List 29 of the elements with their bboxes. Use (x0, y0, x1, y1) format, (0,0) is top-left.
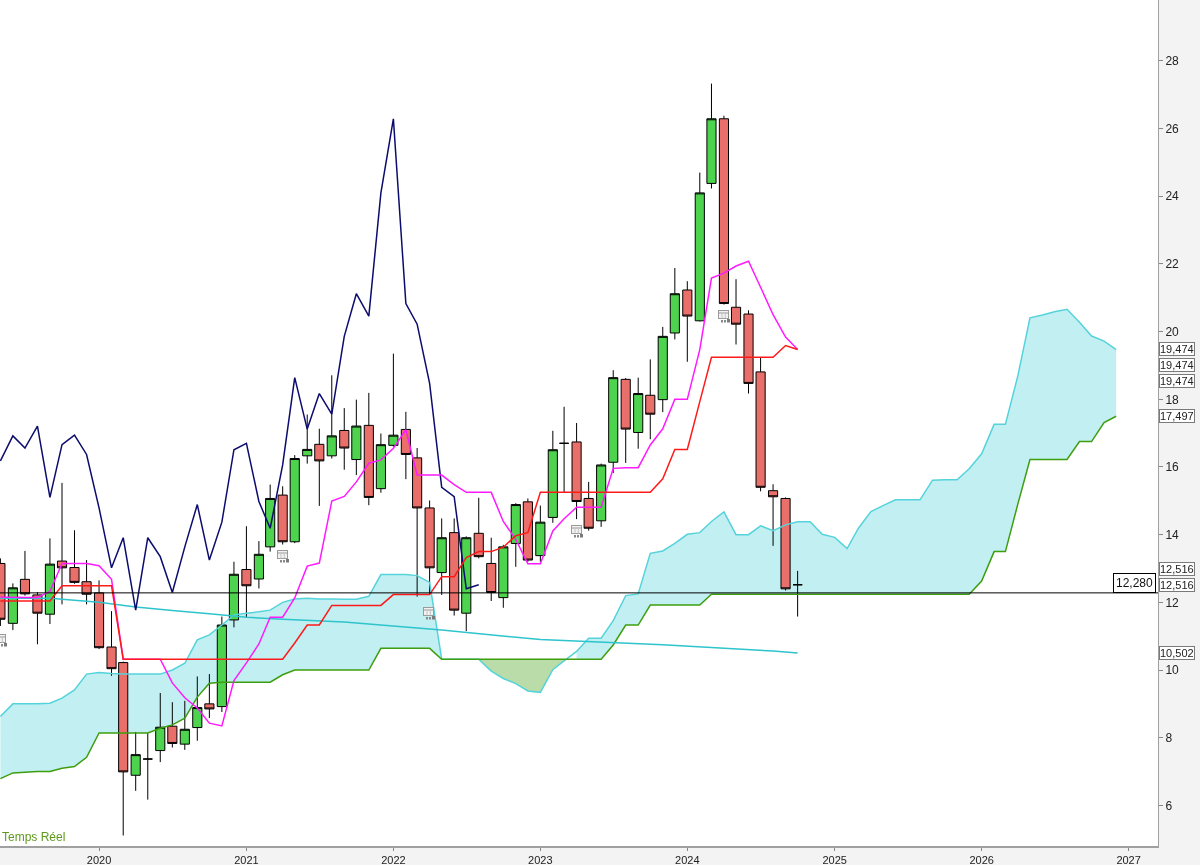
text: 19,474 (1160, 375, 1194, 387)
x-tick-label: 2024 (675, 854, 700, 865)
x-tick-label: 2025 (822, 854, 847, 865)
x-tick-label: 2021 (234, 854, 259, 865)
y-tick-label: 12 (1165, 595, 1180, 610)
annotation: 10,502 (1160, 647, 1194, 659)
x-tick-label: 2022 (381, 854, 406, 865)
annotation: 12,516 (1160, 579, 1194, 591)
y-tick-label: 14 (1165, 527, 1180, 542)
text: 12,516 (1160, 563, 1194, 575)
ref-line-label: 12,280 (1116, 576, 1154, 590)
y-tick-label: 10 (1165, 663, 1180, 678)
x-tick-label: 2023 (528, 854, 553, 865)
y-tick-label: 28 (1165, 54, 1180, 69)
y-tick-label: 22 (1165, 257, 1180, 272)
x-tick-label: 2027 (1116, 854, 1141, 865)
annotation: 17,497 (1160, 410, 1194, 422)
y-tick-label: 18 (1165, 392, 1180, 407)
y-tick-label: 24 (1165, 189, 1180, 204)
annotation: 19,474 (1160, 343, 1194, 355)
text: 19,474 (1160, 359, 1194, 371)
y-tick-label: 16 (1165, 460, 1180, 475)
annotation: Temps Réel (2, 830, 66, 844)
y-tick-label: 8 (1165, 730, 1173, 745)
y-tick-label: 20 (1165, 324, 1180, 339)
x-tick-label: 2026 (969, 854, 994, 865)
y-tick-label: 26 (1165, 121, 1180, 136)
x-tick-label: 2020 (86, 854, 112, 865)
y-tick-label: 6 (1165, 798, 1173, 813)
